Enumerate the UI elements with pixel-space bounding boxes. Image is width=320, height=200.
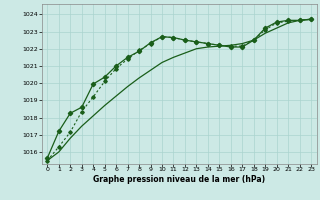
X-axis label: Graphe pression niveau de la mer (hPa): Graphe pression niveau de la mer (hPa) — [93, 175, 265, 184]
